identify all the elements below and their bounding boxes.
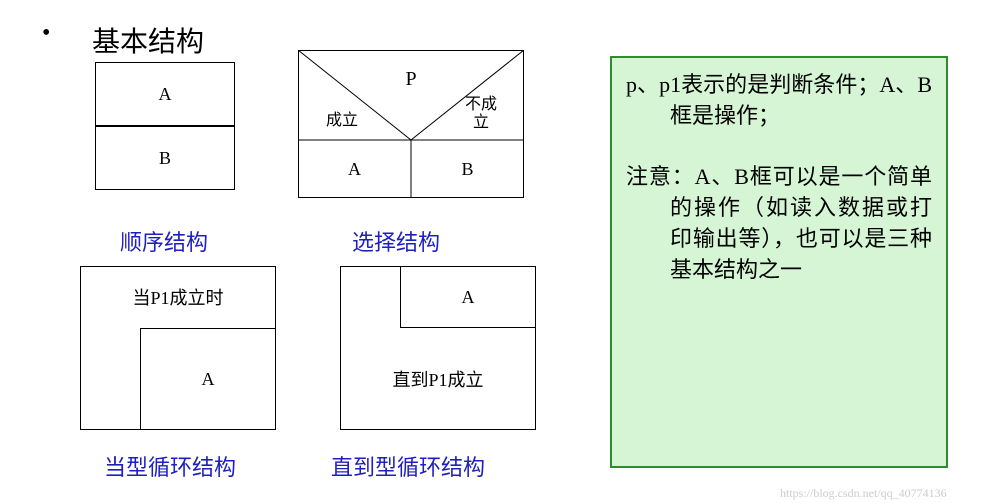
until-condition-label: 直到P1成立 — [340, 328, 536, 430]
until-body: A — [400, 266, 536, 328]
until-loop-diagram: A 直到P1成立 — [340, 266, 536, 430]
selection-diagram: P 成立 不成立 A B — [298, 50, 524, 198]
selection-false-label: 不成立 — [464, 96, 498, 131]
notes-p2: 注意：A、B框可以是一个简单的操作（如读入数据或打印输出等），也可以是三种基本结… — [626, 162, 932, 285]
sequential-cell-a: A — [95, 62, 235, 126]
sequential-cell-b: B — [95, 126, 235, 190]
notes-p1: p、p1表示的是判断条件；A、B框是操作； — [626, 70, 932, 132]
while-caption: 当型循环结构 — [80, 450, 260, 482]
title-bullet: • — [42, 20, 50, 47]
watermark: https://blog.csdn.net/qq_40774136 — [780, 486, 947, 501]
selection-option-b: B — [411, 140, 524, 198]
selection-true-label: 成立 — [322, 106, 362, 130]
sequential-caption: 顺序结构 — [104, 225, 224, 257]
while-loop-diagram: 当P1成立时 A — [80, 266, 276, 430]
until-caption: 直到型循环结构 — [308, 450, 508, 482]
while-condition-label: 当P1成立时 — [80, 266, 276, 328]
notes-panel: p、p1表示的是判断条件；A、B框是操作； 注意：A、B框可以是一个简单的操作（… — [610, 56, 948, 468]
sequential-diagram: A B — [95, 62, 235, 190]
page-title: 基本结构 — [92, 20, 204, 60]
selection-condition: P — [391, 68, 431, 91]
while-body: A — [140, 328, 276, 430]
selection-caption: 选择结构 — [336, 225, 456, 257]
selection-option-a: A — [298, 140, 411, 198]
